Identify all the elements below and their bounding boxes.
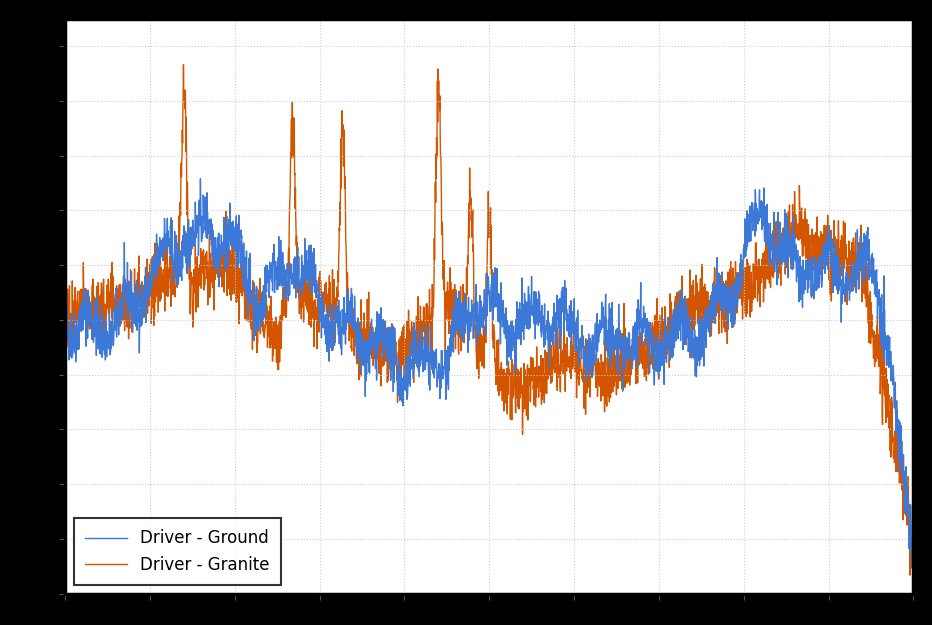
Driver - Granite <box>157 288 168 296</box>
Driver - Granite <box>385 346 396 353</box>
Driver - Granite <box>422 302 433 310</box>
Driver - Granite <box>800 242 811 249</box>
Line: Driver - Granite: Driver - Granite <box>65 64 913 575</box>
Driver - Ground <box>157 236 168 244</box>
Line: Driver - Ground: Driver - Ground <box>65 179 913 579</box>
Driver - Ground <box>207 226 218 233</box>
Legend: Driver - Ground, Driver - Granite: Driver - Ground, Driver - Granite <box>74 518 281 586</box>
Driver - Ground <box>800 270 811 278</box>
Driver - Granite <box>891 422 902 429</box>
Driver - Granite <box>207 274 218 282</box>
Driver - Ground <box>908 566 919 574</box>
Driver - Ground <box>907 575 918 582</box>
Driver - Ground <box>385 377 396 384</box>
Driver - Granite <box>60 306 71 314</box>
Driver - Ground <box>195 175 206 182</box>
Driver - Ground <box>422 356 433 364</box>
Driver - Ground <box>60 311 71 318</box>
Driver - Ground <box>891 419 902 427</box>
Driver - Granite <box>178 61 189 68</box>
Driver - Granite <box>908 530 919 538</box>
Driver - Granite <box>904 571 915 579</box>
